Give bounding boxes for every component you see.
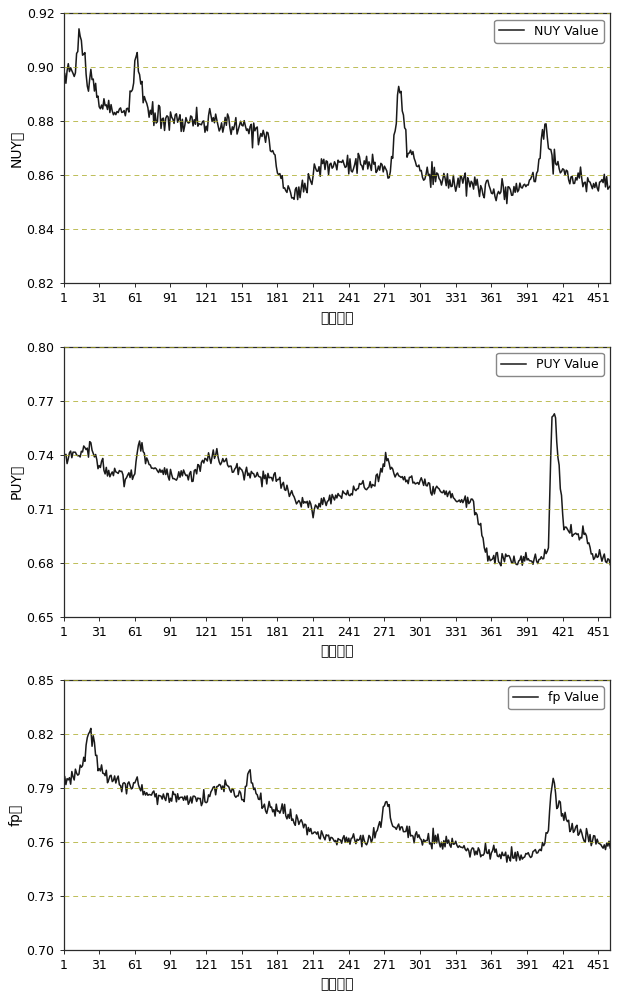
NUY Value xyxy=(500,180,507,192)
NUY Value xyxy=(432,176,439,188)
fp Value xyxy=(500,849,507,861)
fp Value xyxy=(102,764,110,776)
PUY Value xyxy=(403,474,410,486)
PUY Value xyxy=(431,488,438,500)
Y-axis label: NUY值: NUY值 xyxy=(8,130,22,167)
NUY Value xyxy=(102,99,110,111)
Line: fp Value: fp Value xyxy=(63,728,610,862)
Line: NUY Value: NUY Value xyxy=(63,29,610,204)
X-axis label: 迭代次数: 迭代次数 xyxy=(320,311,353,325)
fp Value xyxy=(404,832,412,844)
PUY Value xyxy=(60,447,67,459)
NUY Value xyxy=(404,147,412,159)
NUY Value xyxy=(252,122,260,134)
PUY Value xyxy=(551,408,558,420)
fp Value xyxy=(252,788,260,800)
Line: PUY Value: PUY Value xyxy=(63,414,610,566)
NUY Value xyxy=(75,23,82,35)
PUY Value xyxy=(606,559,614,571)
X-axis label: 迭代次数: 迭代次数 xyxy=(320,978,353,992)
fp Value xyxy=(606,842,614,854)
Y-axis label: fp值: fp值 xyxy=(8,804,22,826)
Legend: PUY Value: PUY Value xyxy=(497,353,604,376)
PUY Value xyxy=(102,468,109,480)
NUY Value xyxy=(60,67,67,79)
X-axis label: 迭代次数: 迭代次数 xyxy=(320,644,353,658)
fp Value xyxy=(87,722,95,734)
Y-axis label: PUY值: PUY值 xyxy=(8,464,22,499)
NUY Value xyxy=(526,174,533,186)
PUY Value xyxy=(525,553,532,565)
fp Value xyxy=(526,850,533,862)
PUY Value xyxy=(251,471,259,483)
NUY Value xyxy=(503,198,510,210)
Legend: NUY Value: NUY Value xyxy=(495,20,604,43)
NUY Value xyxy=(606,180,614,192)
PUY Value xyxy=(497,560,505,572)
Legend: fp Value: fp Value xyxy=(508,686,604,709)
fp Value xyxy=(60,781,67,793)
fp Value xyxy=(432,829,439,841)
fp Value xyxy=(503,856,510,868)
PUY Value xyxy=(500,552,507,564)
